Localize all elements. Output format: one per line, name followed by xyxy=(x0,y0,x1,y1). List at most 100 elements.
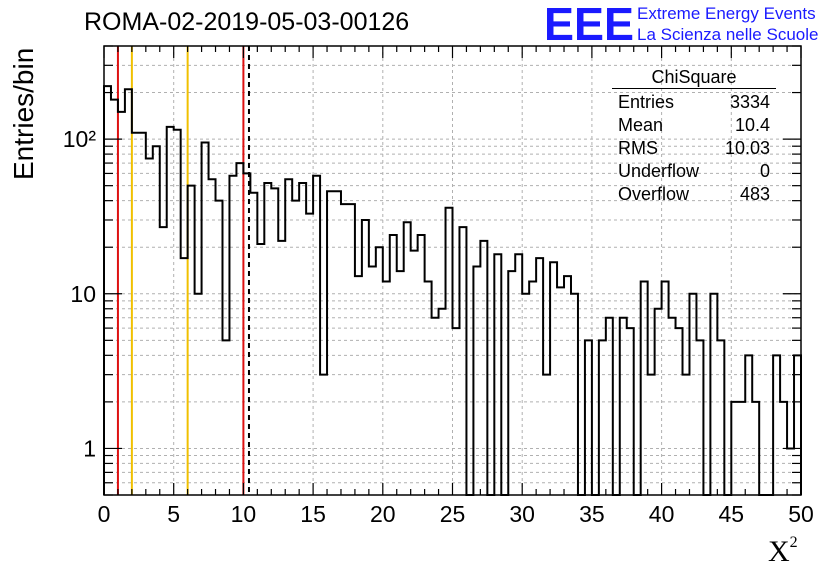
histogram-bin xyxy=(341,204,348,495)
histogram-bin xyxy=(662,282,669,495)
histogram-bin xyxy=(571,294,578,495)
histogram-bin xyxy=(522,294,529,495)
histogram-bin xyxy=(139,133,146,495)
histogram-bin xyxy=(104,86,111,495)
stats-title: ChiSquare xyxy=(612,66,776,89)
x-tick-label: 50 xyxy=(788,501,814,527)
histogram-bin xyxy=(627,328,634,495)
histogram-bin xyxy=(348,204,355,495)
histogram-bin xyxy=(453,328,460,495)
histogram-bin xyxy=(222,340,229,495)
histogram-bin xyxy=(459,227,466,495)
histogram-bin xyxy=(313,176,320,495)
histogram-bin xyxy=(271,188,278,495)
histogram-bin xyxy=(745,355,752,495)
histogram-bin xyxy=(710,294,717,495)
histogram-bin xyxy=(195,294,202,495)
histogram-bin xyxy=(153,146,160,495)
histogram-bin xyxy=(585,340,592,495)
histogram-bin xyxy=(446,208,453,495)
stats-label: RMS xyxy=(618,138,658,158)
histogram-bin xyxy=(508,271,515,495)
stats-label: Mean xyxy=(618,115,664,135)
stats-row-overflow: Overflow 483 xyxy=(612,183,776,206)
histogram-bin xyxy=(118,112,125,495)
histogram-bin xyxy=(355,276,362,495)
histogram-bin xyxy=(669,318,676,495)
histogram-bin xyxy=(299,183,306,495)
histogram-bin xyxy=(383,282,390,495)
logo-line-1: Extreme Energy Events xyxy=(637,4,816,23)
histogram-bin xyxy=(752,402,759,495)
histogram-bin xyxy=(648,375,655,495)
histogram-bin xyxy=(146,158,153,495)
logo-letters: EEE xyxy=(544,2,634,44)
x-tick-label: 45 xyxy=(719,501,745,527)
x-tick-label: 5 xyxy=(167,501,180,527)
histogram-bin xyxy=(536,258,543,495)
histogram-bin xyxy=(480,241,487,495)
histogram-bin xyxy=(369,267,376,495)
x-tick-label: 0 xyxy=(98,501,111,527)
histogram-outline xyxy=(103,85,802,496)
histogram-bin xyxy=(564,276,571,495)
histogram-bin xyxy=(557,287,564,495)
histogram-bin xyxy=(264,183,271,495)
chart-title: ROMA-02-2019-05-03-00126 xyxy=(84,8,410,36)
histogram-bin xyxy=(717,340,724,495)
histogram-bin xyxy=(432,318,439,495)
histogram-bin xyxy=(174,130,181,495)
histogram-bin xyxy=(243,173,250,495)
y-axis-label: Entries/bin xyxy=(8,47,39,180)
histogram-bin xyxy=(689,294,696,495)
histogram-bin xyxy=(132,133,139,495)
stats-value: 10.4 xyxy=(734,115,770,135)
histogram-bin xyxy=(111,100,118,495)
stats-label: Underflow xyxy=(618,161,700,181)
histogram-bin xyxy=(285,179,292,495)
x-tick-label: 30 xyxy=(509,501,535,527)
histogram-bin xyxy=(125,89,132,495)
histogram-bin xyxy=(160,227,167,495)
stats-value: 3334 xyxy=(729,92,770,112)
histogram-bin xyxy=(641,282,648,495)
histogram-bin xyxy=(683,375,690,495)
histogram-bin xyxy=(473,267,480,495)
x-tick-label: 40 xyxy=(649,501,675,527)
histogram-bin xyxy=(425,282,432,495)
histogram-bin xyxy=(529,282,536,495)
y-tick-label: 10² xyxy=(63,126,97,152)
y-tick-label: 10 xyxy=(70,281,96,307)
stats-row-rms: RMS 10.03 xyxy=(612,137,776,160)
histogram-bin xyxy=(216,201,223,495)
histogram-bin xyxy=(320,375,327,495)
histogram-bin xyxy=(202,143,209,495)
logo-line-2: La Scienza nelle Scuole xyxy=(637,25,819,44)
stats-rows: Entries 3334 Mean 10.4 RMS 10.03 Underflow 0 Ove… xyxy=(612,91,776,206)
histogram-bin xyxy=(515,254,522,495)
histogram-bin xyxy=(397,271,404,495)
histogram-bin xyxy=(390,235,397,495)
histogram-bin xyxy=(376,247,383,495)
histogram-bin xyxy=(599,340,606,495)
histogram-bin xyxy=(655,309,662,495)
histogram-bin xyxy=(257,244,264,495)
histogram-bin xyxy=(188,186,195,495)
histogram-bin xyxy=(550,262,557,495)
histogram-bin xyxy=(494,254,501,495)
histogram-bin xyxy=(411,251,418,495)
histogram-bin xyxy=(278,241,285,495)
histogram-bin xyxy=(731,402,738,495)
x-tick-label: 15 xyxy=(300,501,326,527)
stats-value: 0 xyxy=(759,161,770,181)
x-tick-label: 10 xyxy=(231,501,257,527)
stats-label: Overflow xyxy=(618,184,690,204)
stats-row-underflow: Underflow 0 xyxy=(612,160,776,183)
histogram-bin xyxy=(543,375,550,495)
histogram-bin xyxy=(229,176,236,495)
stats-value: 10.03 xyxy=(724,138,770,158)
histogram-bin xyxy=(439,309,446,495)
x-tick-label: 25 xyxy=(440,501,466,527)
